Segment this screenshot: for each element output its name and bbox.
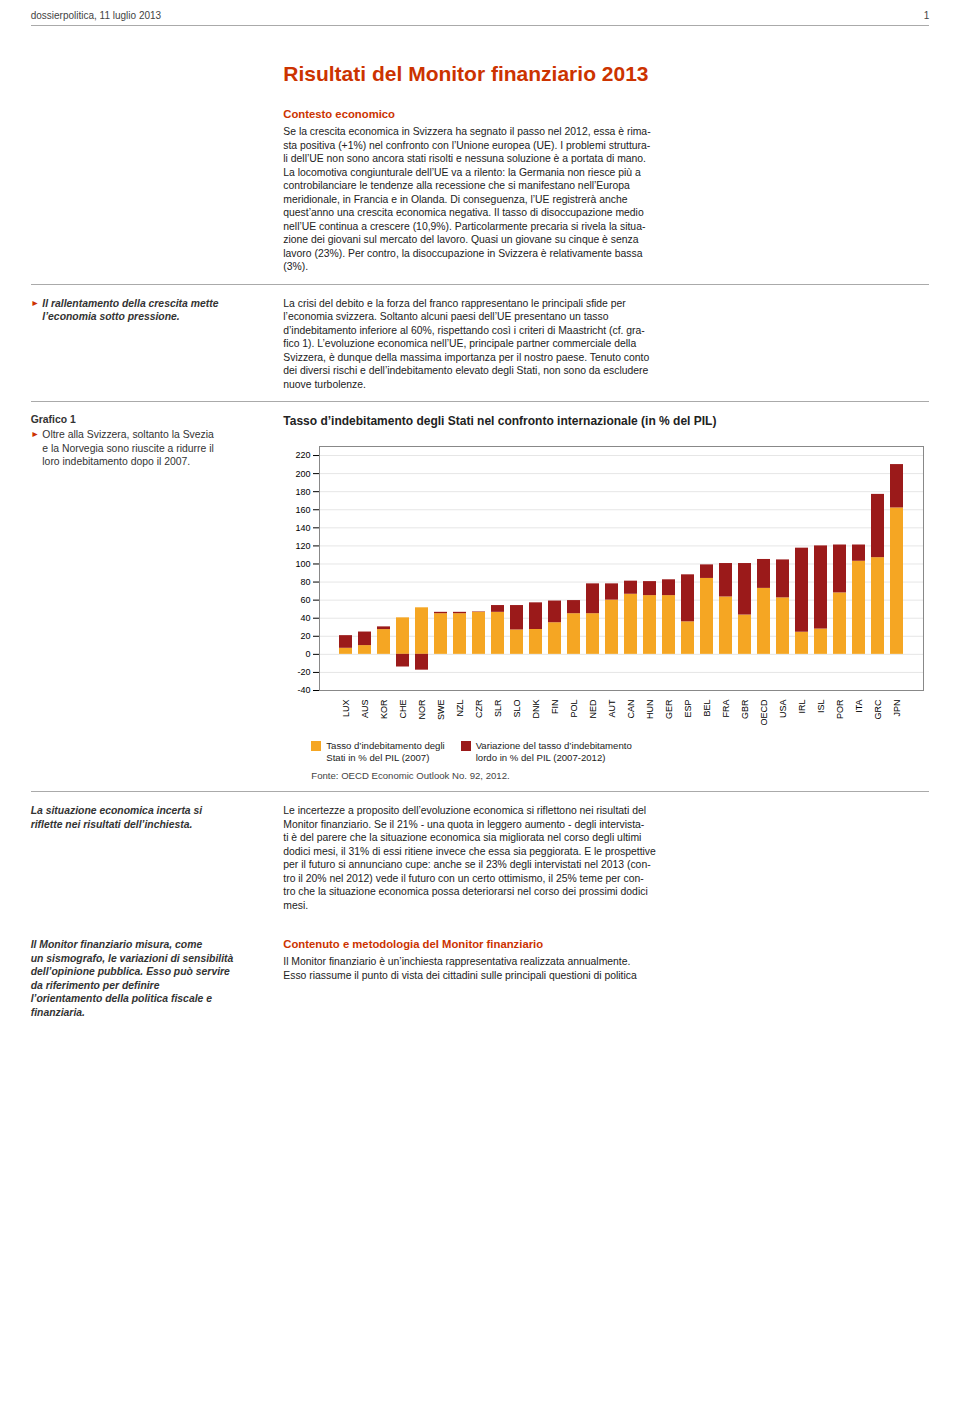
html-text:Grafico 1: Grafico 1 [30, 414, 76, 425]
html-text:dei diversi rischi e dell’inde: dei diversi rischi e dell’indebitamento … [283, 365, 649, 376]
html-text:► Oltre alla Svizzera, soltant: ► Oltre alla Svizzera, soltanto la Svezi… [30, 429, 214, 440]
svg-text:0: 0 [306, 649, 311, 659]
svg-text:100: 100 [296, 559, 311, 569]
svg-text:60: 60 [301, 595, 311, 605]
html-text:Variazione del tasso d’indebit: Variazione del tasso d’indebitamento lor… [475, 740, 632, 763]
svg-text:JPN: JPN [892, 700, 902, 717]
html-text:Contesto economico: Contesto economico [283, 108, 395, 120]
html-text:e la Norvegia sono riuscite a: e la Norvegia sono riuscite a ridurre il [42, 442, 214, 454]
html-text:La crisi del debito e la forza: La crisi del debito e la forza del franc… [283, 297, 626, 309]
html-text:nuove turbolenze.: nuove turbolenze. [283, 378, 366, 390]
svg-text:ISL: ISL [816, 700, 826, 714]
html-text:Se la crescita economica in Sv: Se la crescita economica in Svizzera ha … [283, 126, 651, 137]
svg-text:SWE: SWE [436, 700, 446, 721]
svg-text:HUN: HUN [645, 700, 655, 720]
svg-text:ESP: ESP [683, 700, 693, 718]
html-text:Esso riassume il punto di vist: Esso riassume il punto di vista dei citt… [283, 969, 637, 981]
html-text:da riferimento per definire: da riferimento per definire [30, 979, 160, 991]
html-text:meridionale, in Francia e in O: meridionale, in Francia e in Olanda. Di … [283, 193, 628, 205]
html-text:1: 1 [923, 10, 930, 21]
html-text:Contenuto e metodologia del Mo: Contenuto e metodologia del Monitor fina… [283, 938, 544, 950]
svg-text:KOR: KOR [379, 699, 389, 719]
svg-text:NOR: NOR [417, 699, 427, 720]
svg-text:-20: -20 [298, 667, 311, 677]
svg-text:ITA: ITA [854, 700, 864, 713]
html-text:tro che la situazione economic: tro che la situazione economica possa de… [283, 886, 648, 897]
svg-text:POL: POL [569, 700, 579, 718]
svg-text:180: 180 [296, 487, 311, 497]
svg-text:GER: GER [664, 699, 674, 719]
html-text:li dell’UE non sono ancora sta: li dell’UE non sono ancora stati risolti… [283, 153, 646, 164]
svg-text:FIN: FIN [550, 700, 560, 715]
svg-text:USA: USA [778, 700, 788, 719]
svg-text:LUX: LUX [341, 700, 351, 718]
svg-text:BEL: BEL [702, 700, 712, 717]
svg-text:AUS: AUS [360, 700, 370, 719]
html-text:loro indebitamento dopo il 200: loro indebitamento dopo il 2007. [42, 456, 191, 467]
svg-text:CHE: CHE [398, 700, 408, 719]
html-text:l’economia sotto pressione.: l’economia sotto pressione. [42, 311, 180, 322]
html-text:ti è del parere che la situazi: ti è del parere che la situazione econom… [283, 832, 642, 843]
html-text:dodici mesi, il 31% di essi ri: dodici mesi, il 31% di essi ritiene inve… [283, 845, 656, 857]
html-text:nell’UE continua a crescere (1: nell’UE continua a crescere (10,9%). Par… [283, 220, 646, 232]
svg-text:-40: -40 [298, 685, 311, 695]
svg-text:OECD: OECD [759, 699, 769, 726]
html-text:Monitor finanziario. Se il 21%: Monitor finanziario. Se il 21% - una quo… [283, 818, 645, 830]
html-text:Il Monitor finanziario è un’in: Il Monitor finanziario è un’inchiesta ra… [283, 956, 631, 967]
svg-text:NED: NED [588, 699, 598, 719]
html-text:riflette nei risultati dell’in: riflette nei risultati dell’inchiesta. [30, 818, 193, 830]
svg-text:120: 120 [296, 541, 311, 551]
html-text:sta positiva (+1%) nel confron: sta positiva (+1%) nel confronto con l’U… [283, 139, 651, 151]
svg-text:IRL: IRL [797, 700, 807, 714]
svg-text:20: 20 [301, 631, 311, 641]
html-text:La situazione economica incert: La situazione economica incerta si [30, 805, 203, 816]
html-text:l’economia svizzera. Soltanto: l’economia svizzera. Soltanto alcuni pae… [283, 311, 609, 322]
svg-text:NZL: NZL [455, 700, 465, 717]
html-text:tro il 20% nel 2012) vede il f: tro il 20% nel 2012) vede il futuro con … [283, 872, 644, 884]
html-text:d’indebitamento inferiore al 6: d’indebitamento inferiore al 60%, rispet… [283, 324, 645, 336]
html-text:fico 1). L’evoluzione economic: fico 1). L’evoluzione economica nell’UE,… [283, 338, 637, 349]
svg-text:SLR: SLR [493, 699, 503, 717]
html-text:finanziaria.: finanziaria. [30, 1006, 85, 1018]
svg-text:200: 200 [296, 468, 311, 478]
svg-text:40: 40 [301, 613, 311, 623]
svg-text:CZR: CZR [474, 699, 484, 718]
svg-text:140: 140 [296, 523, 311, 533]
html-text:Tasso d’indebitamento degli St: Tasso d’indebitamento degli Stati in % d… [326, 740, 445, 763]
html-text:l’orientamento della politica: l’orientamento della politica fiscale e [30, 993, 212, 1004]
html-text:(3%).: (3%). [283, 261, 309, 272]
svg-text:DNK: DNK [531, 700, 541, 719]
html-text:mesi.: mesi. [283, 899, 309, 911]
html-text:Tasso d’indebitamento degli St: Tasso d’indebitamento degli Stati nel co… [283, 414, 717, 428]
svg-text:SLO: SLO [512, 700, 522, 718]
html-text:per il futuro si annunciano cu: per il futuro si annunciano cupe: anche … [283, 859, 651, 870]
svg-text:AUT: AUT [607, 699, 617, 718]
html-text:zione dei giovani sul mercato: zione dei giovani sul mercato del lavoro… [283, 234, 639, 245]
html-text:La locomotiva congiunturale de: La locomotiva congiunturale dell’UE va a… [283, 166, 641, 178]
html-text:► Il rallentamento della cresc: ► Il rallentamento della crescita mette [30, 297, 219, 309]
svg-text:GBR: GBR [740, 699, 750, 719]
html-text:controbilanciare le tendenze a: controbilanciare le tendenze alla recess… [283, 180, 630, 191]
svg-text:CAN: CAN [626, 700, 636, 719]
svg-text:POR: POR [835, 699, 845, 719]
svg-text:FRA: FRA [721, 700, 731, 718]
html-text:Fonte: OECD Economic Outlook N: Fonte: OECD Economic Outlook No. 92, 201… [311, 770, 510, 781]
svg-text:220: 220 [296, 450, 311, 460]
html-text:Svizzera, è dunque della massi: Svizzera, è dunque della massima importa… [283, 351, 650, 363]
html-text:quest’anno una crescita econom: quest’anno una crescita economica negati… [283, 207, 644, 218]
html-text:Le incertezze a proposito dell: Le incertezze a proposito dell’evoluzion… [283, 805, 646, 816]
svg-text:80: 80 [301, 577, 311, 587]
svg-text:160: 160 [296, 505, 311, 515]
html-text:un sismografo, le variazioni d: un sismografo, le variazioni di sensibil… [30, 952, 234, 964]
html-text:Il Monitor finanziario misura,: Il Monitor finanziario misura, come [30, 939, 203, 950]
html-text:dossierpolitica, 11 luglio 201: dossierpolitica, 11 luglio 2013 [30, 10, 162, 21]
html-text:dell’opinione pubblica. Esso p: dell’opinione pubblica. Esso può servire [30, 966, 230, 977]
svg-text:GRC: GRC [873, 699, 883, 720]
html-text:lavoro (23%). Per contro, la d: lavoro (23%). Per contro, la disoccupazi… [283, 247, 643, 259]
html-text:Risultati del Monitor finanzia: Risultati del Monitor finanziario 2013 [283, 62, 649, 85]
